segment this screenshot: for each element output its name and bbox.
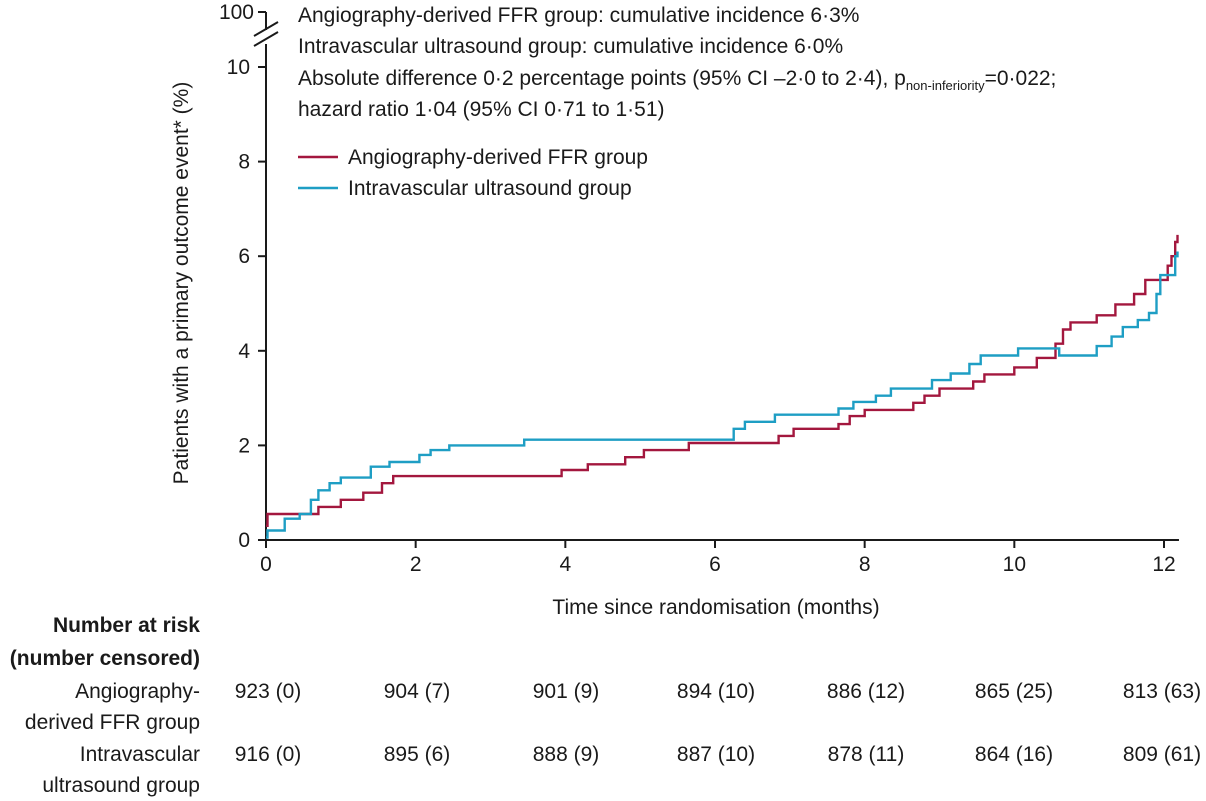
risk-group-ffr-label-line2: derived FFR group bbox=[25, 711, 200, 734]
y-tick-label-2: 2 bbox=[238, 434, 250, 457]
risk-group-ivus-label-line2: ultrasound group bbox=[42, 774, 200, 797]
risk-value-ivus-0: 916 (0) bbox=[235, 743, 302, 766]
series-line-ffr bbox=[266, 234, 1179, 527]
series-layer bbox=[266, 234, 1179, 539]
x-tick-label-12: 12 bbox=[1152, 553, 1175, 576]
annotation-ivus-incidence: Intravascular ultrasound group: cumulati… bbox=[298, 35, 843, 58]
risk-value-ivus-4: 878 (11) bbox=[828, 743, 905, 766]
x-tick-label-10: 10 bbox=[1003, 553, 1026, 576]
risk-group-ivus-label-line1: Intravascular bbox=[80, 743, 200, 766]
y-axis-break-mark-upper bbox=[253, 21, 279, 37]
x-tick-label-4: 4 bbox=[559, 553, 571, 576]
x-tick-label-0: 0 bbox=[260, 553, 272, 576]
risk-value-ffr-1: 904 (7) bbox=[384, 680, 451, 703]
annotation-ffr-incidence: Angiography-derived FFR group: cumulativ… bbox=[298, 4, 859, 27]
y-tick-label-4: 4 bbox=[238, 340, 250, 363]
x-axis-label: Time since randomisation (months) bbox=[552, 596, 879, 619]
risk-value-ffr-4: 886 (12) bbox=[827, 680, 905, 703]
series-line-ivus bbox=[266, 251, 1179, 539]
risk-group-ffr-label-line1: Angiography- bbox=[75, 680, 200, 703]
annotation-diff-subscript: non-inferiority bbox=[906, 78, 985, 93]
y-tick-label-100: 100 bbox=[219, 1, 254, 24]
y-tick-label-8: 8 bbox=[238, 151, 250, 174]
y-axis-label: Patients with a primary outcome event* (… bbox=[170, 82, 193, 485]
annotation-diff-pvalue: =0·022; bbox=[985, 67, 1057, 90]
risk-value-ffr-6: 813 (63) bbox=[1123, 680, 1201, 703]
risk-value-ffr-3: 894 (10) bbox=[677, 680, 755, 703]
legend-label-ivus: Intravascular ultrasound group bbox=[348, 177, 632, 200]
risk-value-ffr-0: 923 (0) bbox=[235, 680, 302, 703]
risk-values: 923 (0) 904 (7) 901 (9) 894 (10) 886 (12) 865… bbox=[235, 680, 1201, 766]
annotation-hazard-ratio: hazard ratio 1·04 (95% CI 0·71 to 1·51) bbox=[298, 98, 665, 121]
y-axis-break-mark-lower bbox=[253, 31, 279, 47]
risk-value-ivus-3: 887 (10) bbox=[677, 743, 755, 766]
annotation-absolute-difference: Absolute difference 0·2 percentage point… bbox=[298, 67, 1056, 93]
risk-value-ivus-2: 888 (9) bbox=[533, 743, 600, 766]
risk-value-ivus-1: 895 (6) bbox=[384, 743, 451, 766]
number-at-risk-table: Number at risk (number censored) Angiogr… bbox=[10, 614, 1201, 797]
risk-header-line1: Number at risk bbox=[53, 614, 200, 637]
annotation-diff-main: Absolute difference 0·2 percentage point… bbox=[298, 67, 906, 90]
risk-header-line2: (number censored) bbox=[10, 647, 200, 670]
legend-label-ffr: Angiography-derived FFR group bbox=[348, 146, 648, 169]
risk-value-ffr-5: 865 (25) bbox=[975, 680, 1053, 703]
x-tick-label-2: 2 bbox=[410, 553, 422, 576]
risk-value-ivus-5: 864 (16) bbox=[975, 743, 1053, 766]
risk-value-ivus-6: 809 (61) bbox=[1123, 743, 1201, 766]
x-tick-label-6: 6 bbox=[709, 553, 721, 576]
legend: Angiography-derived FFR group Intravascu… bbox=[298, 146, 648, 200]
y-tick-label-0: 0 bbox=[238, 529, 250, 552]
y-tick-label-10: 10 bbox=[227, 56, 250, 79]
risk-value-ffr-2: 901 (9) bbox=[533, 680, 600, 703]
y-tick-label-6: 6 bbox=[238, 245, 250, 268]
x-tick-label-8: 8 bbox=[859, 553, 871, 576]
